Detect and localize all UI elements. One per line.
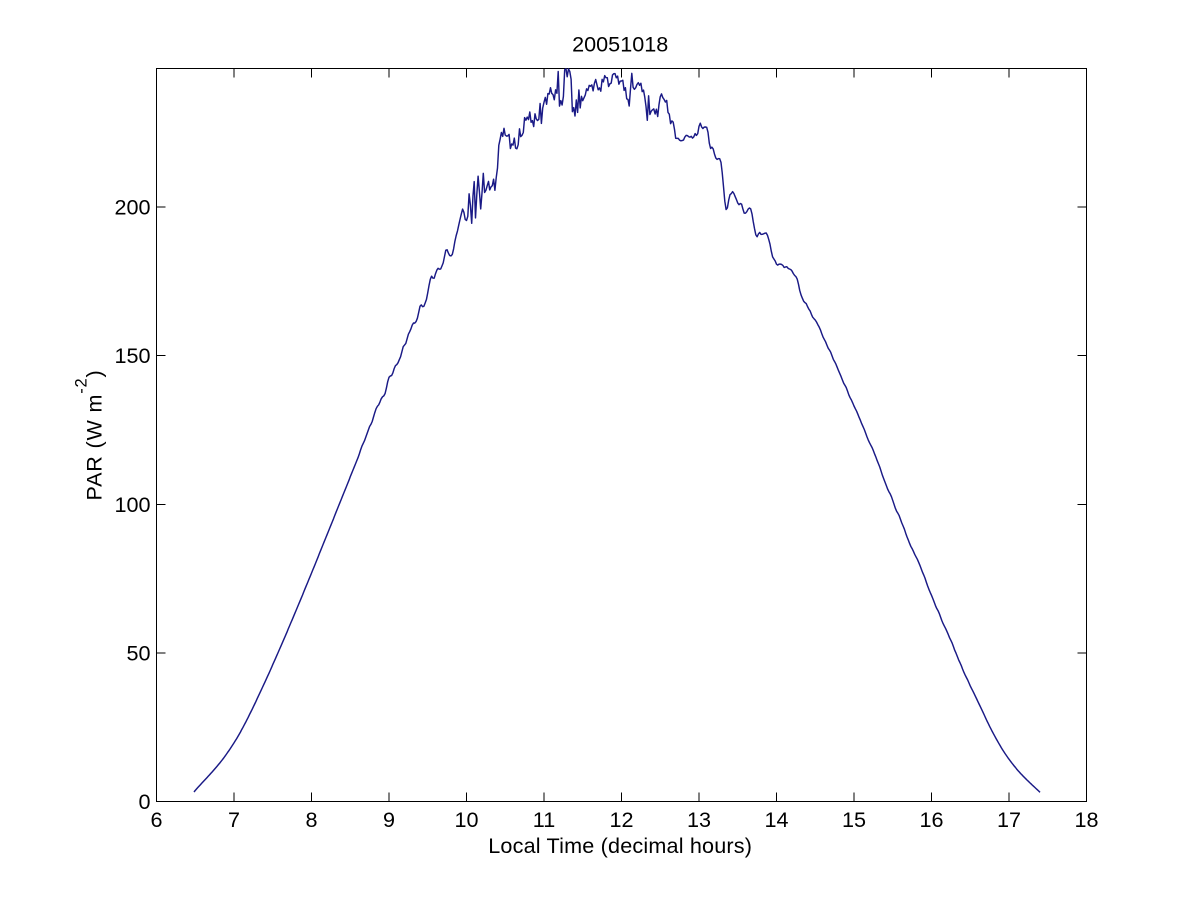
svg-text:150: 150: [114, 343, 150, 368]
svg-text:200: 200: [114, 195, 150, 220]
svg-text:Local Time (decimal hours): Local Time (decimal hours): [488, 833, 752, 858]
svg-text:13: 13: [687, 807, 711, 832]
svg-text:20051018: 20051018: [572, 32, 668, 57]
svg-text:16: 16: [919, 807, 943, 832]
svg-text:9: 9: [383, 807, 395, 832]
svg-text:11: 11: [533, 807, 555, 832]
svg-text:PAR (W m-2): PAR (W m-2): [73, 369, 107, 500]
svg-text:7: 7: [228, 807, 240, 832]
svg-text:15: 15: [842, 807, 866, 832]
svg-text:0: 0: [138, 789, 150, 814]
svg-text:12: 12: [609, 807, 633, 832]
svg-text:14: 14: [764, 807, 788, 832]
svg-text:50: 50: [126, 641, 150, 666]
svg-text:6: 6: [150, 807, 162, 832]
svg-text:8: 8: [305, 807, 317, 832]
svg-text:18: 18: [1074, 807, 1098, 832]
svg-text:10: 10: [454, 807, 478, 832]
svg-text:17: 17: [997, 807, 1021, 832]
svg-text:100: 100: [114, 492, 150, 517]
